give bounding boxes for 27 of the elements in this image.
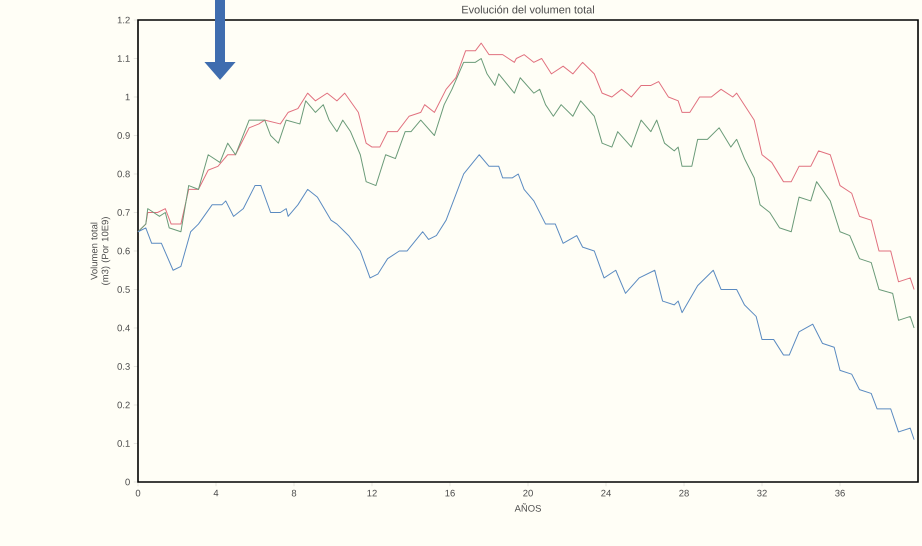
x-tick-label: 28 <box>679 490 689 496</box>
y-tick-label: 1.1 <box>118 55 130 62</box>
y-tick-label: 0.7 <box>117 209 130 216</box>
chart-title: Evolución del volumen total <box>462 5 594 14</box>
x-tick-label: 24 <box>601 490 611 496</box>
y-tick-label: 0.4 <box>117 324 130 332</box>
y-tick-label: 0.1 <box>117 440 130 447</box>
y-tick-label: 1.2 <box>118 16 130 24</box>
y-tick-label: 0.9 <box>117 132 130 139</box>
x-tick-label: 36 <box>835 490 845 496</box>
y-tick-label: 0.6 <box>117 248 130 254</box>
y-tick-label: 0.5 <box>117 286 130 293</box>
y-tick-label: 0.8 <box>117 170 130 178</box>
x-tick-label: 12 <box>367 490 377 496</box>
y-axis-title: Volumen total (m3) (Por 10E9) <box>90 217 110 285</box>
x-tick-label: 8 <box>292 490 296 496</box>
x-tick-label: 16 <box>445 490 455 496</box>
y-tick-label: 0 <box>125 478 130 486</box>
x-axis-title: AÑOS <box>514 503 541 512</box>
x-tick-label: 20 <box>523 490 533 496</box>
y-tick-label: 0.2 <box>117 402 130 408</box>
y-tick-label: 1 <box>126 94 130 100</box>
x-tick-label: 0 <box>136 490 140 496</box>
x-tick-label: 32 <box>757 490 767 496</box>
y-tick-label: 0.3 <box>117 363 130 370</box>
line-series <box>138 154 915 440</box>
x-tick-label: 4 <box>214 490 218 496</box>
